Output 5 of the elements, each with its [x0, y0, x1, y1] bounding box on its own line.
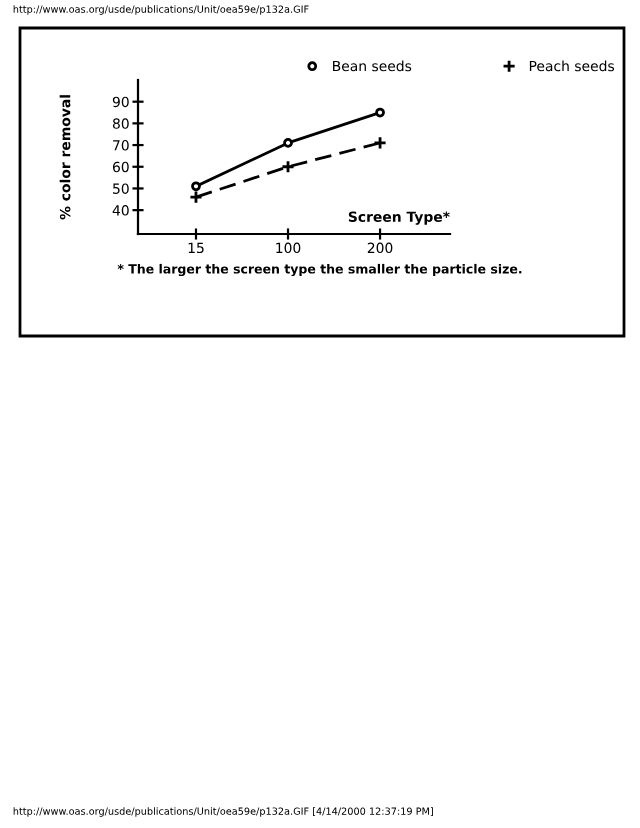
point	[375, 107, 385, 118]
point	[191, 181, 201, 192]
point	[283, 138, 293, 148]
point	[281, 159, 295, 174]
point	[373, 135, 387, 150]
